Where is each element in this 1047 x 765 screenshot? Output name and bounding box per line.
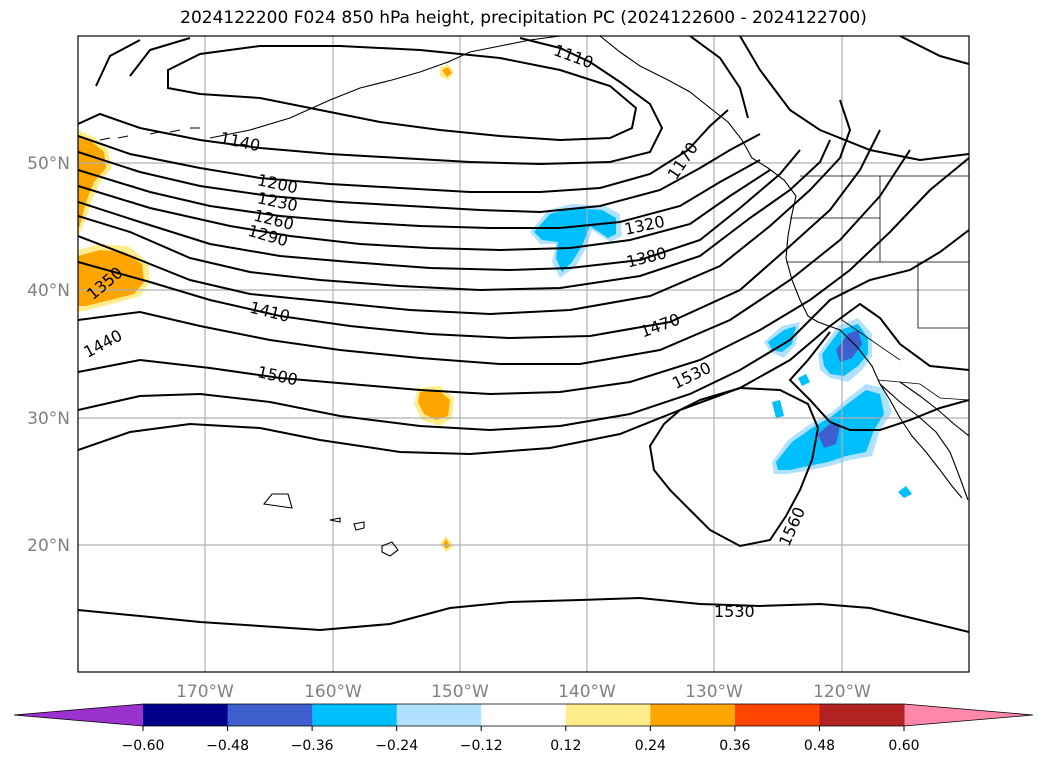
precip-negative-area [768, 326, 796, 352]
contour-1110 [167, 45, 638, 142]
precip-positive-area [418, 390, 450, 420]
height-contours [78, 36, 969, 633]
colorbar: −0.60 −0.48 −0.36 −0.24 −0.12 0.12 0.24 0.36 0.4… [13, 703, 1034, 754]
colorbar-tick-label: −0.48 [206, 738, 249, 754]
precip-positive-area [443, 539, 450, 549]
longitude-label: 150°W [431, 682, 489, 702]
contour-1350 [78, 139, 831, 292]
colorbar-tick-label: −0.36 [291, 738, 334, 754]
map-title: 2024122200 F024 850 hPa height, precipit… [180, 8, 867, 28]
longitude-label: 160°W [304, 682, 362, 702]
borders [786, 175, 969, 401]
state-borders [786, 176, 969, 361]
us-west-coast [785, 213, 969, 501]
latitude-label: 50°N [27, 154, 70, 174]
colorbar-tick-label: 0.24 [635, 738, 666, 754]
aleutian-islands [99, 127, 200, 141]
colorbar-extend-low [14, 704, 143, 726]
contour-1380 [78, 99, 852, 316]
longitude-label: 170°W [176, 682, 234, 702]
colorbar-tick-label: −0.12 [460, 738, 503, 754]
contour-1290 [78, 169, 771, 252]
contour-1530 [78, 302, 969, 456]
precip-anomaly-shading [78, 64, 912, 552]
alaska-panhandle-coast [599, 36, 797, 215]
map-frame [77, 35, 970, 673]
baja-peninsula [879, 383, 963, 499]
coastlines [99, 36, 969, 557]
contour-1410 [78, 129, 881, 340]
longitude-label: 120°W [813, 682, 871, 702]
colorbar-cell [734, 704, 820, 726]
contour-1440 [78, 149, 911, 365]
contour-1470 [78, 157, 969, 396]
colorbar-tick-label: −0.60 [122, 738, 165, 754]
colorbar-cell [650, 704, 736, 726]
contour-1500 [78, 229, 969, 432]
contour-1140 [78, 37, 664, 166]
colorbar-tick-label: 0.48 [804, 738, 835, 754]
colorbar-cell [481, 704, 567, 726]
contour-1530-south [78, 596, 969, 633]
colorbar-tick-label: 0.36 [719, 738, 750, 754]
contour-1200 [78, 109, 729, 193]
alaska-coast [209, 36, 561, 139]
longitude-labels: 170°W 160°W 150°W 140°W 130°W 120°W [176, 682, 871, 702]
colorbar-tick-label: 0.60 [888, 738, 919, 754]
precip-negative-area [798, 374, 810, 386]
contour-label: 1530 [714, 602, 755, 621]
colorbar-tick-label: 0.12 [550, 738, 581, 754]
contour-1230 [78, 133, 761, 214]
us-mexico-border [877, 379, 969, 401]
gulf-of-california-coast [899, 381, 969, 437]
colorbar-tick-label: −0.24 [375, 738, 418, 754]
precip-negative-area [772, 400, 784, 418]
contour-1260 [78, 159, 761, 229]
latitude-labels: 50°N 40°N 30°N 20°N [27, 154, 70, 556]
precip-positive-area [442, 67, 452, 77]
latitude-label: 20°N [27, 536, 70, 556]
colorbar-cell [227, 704, 313, 726]
contour-1560 [648, 386, 820, 548]
contour-1320 [78, 149, 801, 272]
longitude-label: 140°W [558, 682, 616, 702]
precip-negative-area [898, 486, 912, 498]
contour-1530-east [788, 331, 969, 431]
colorbar-cell [565, 704, 651, 726]
map-plot-area: 1110 1140 1170 1200 1230 1260 1290 1320 … [78, 36, 969, 672]
colorbar-cell [819, 704, 905, 726]
colorbar-extend-high [904, 704, 1033, 726]
latitude-label: 30°N [27, 409, 70, 429]
colorbar-cell [396, 704, 482, 726]
colorbar-cell [312, 704, 398, 726]
precip-positive-area [78, 250, 144, 306]
contour-1170 [95, 36, 749, 119]
precip-negative-area [818, 424, 840, 448]
hawaii-islands [262, 493, 399, 557]
latitude-label: 40°N [27, 281, 70, 301]
contour-1590-ne [739, 36, 969, 162]
longitude-label: 130°W [685, 682, 743, 702]
colorbar-cell [143, 704, 229, 726]
